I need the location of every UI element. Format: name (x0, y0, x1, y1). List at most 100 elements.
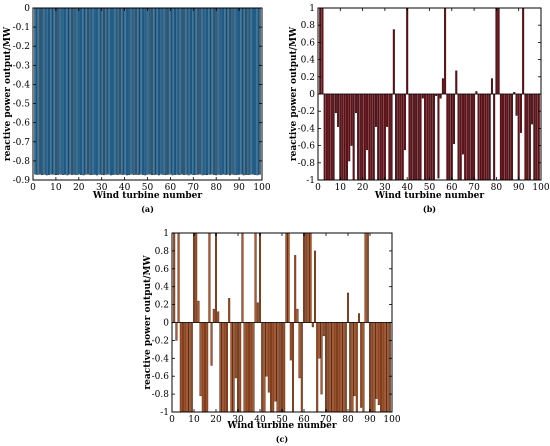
bar (300, 322, 303, 413)
bar (415, 93, 418, 181)
bar (102, 7, 105, 176)
y-tick-label: -0.4 (152, 354, 170, 364)
bar (287, 232, 290, 323)
bar (250, 322, 253, 413)
bar (162, 7, 165, 175)
bar (412, 93, 415, 181)
bar (212, 308, 215, 323)
y-tick-label: 0.2 (301, 73, 315, 83)
bar (160, 7, 163, 175)
bar (388, 322, 391, 413)
bar (203, 7, 206, 175)
bar (179, 322, 182, 413)
bar (397, 93, 400, 181)
y-tick-label: 0.8 (155, 247, 170, 257)
bar (528, 93, 531, 181)
x-tick-label: 60 (165, 183, 177, 193)
x-tick-label: 10 (188, 415, 200, 425)
bar (316, 322, 319, 413)
bar (499, 93, 502, 181)
bar (41, 7, 44, 176)
y-tick-label: -0.4 (13, 80, 31, 90)
bar (215, 7, 218, 176)
x-tick-label: 0 (315, 183, 321, 193)
bar (206, 7, 209, 176)
bar (337, 93, 340, 127)
bar (336, 322, 338, 413)
bar (224, 7, 227, 175)
bar (57, 7, 60, 175)
bar (334, 93, 337, 114)
bar (123, 7, 126, 175)
bar (215, 232, 217, 323)
x-tick-label: 40 (119, 183, 131, 193)
x-tick-label: 20 (357, 183, 369, 193)
bar (430, 93, 433, 181)
bar (444, 7, 447, 95)
bar (362, 322, 365, 413)
x-tick-label: 80 (342, 415, 354, 425)
bar (497, 7, 500, 95)
bar (533, 93, 536, 181)
bar (105, 7, 108, 175)
bar (342, 322, 345, 413)
bar (354, 93, 357, 114)
y-tick-label: -0.1 (13, 23, 30, 33)
bar (173, 232, 176, 323)
bar (182, 322, 184, 413)
bar (351, 322, 354, 413)
bar (61, 7, 64, 176)
x-tick-label: 50 (424, 183, 436, 193)
bar (249, 7, 252, 175)
bar (526, 93, 529, 181)
bar (239, 322, 242, 413)
bar (341, 93, 344, 181)
bar (331, 322, 334, 413)
bar (428, 93, 431, 181)
bar (190, 322, 193, 413)
bar (132, 7, 135, 175)
x-axis-label: Wind turbine number (92, 191, 203, 201)
y-tick-label: -0.6 (298, 142, 316, 152)
bar (453, 93, 456, 145)
bar (258, 7, 261, 175)
bar (75, 7, 78, 176)
bar (64, 7, 67, 175)
bar (332, 93, 335, 181)
bar (272, 322, 275, 413)
bar (141, 7, 144, 175)
bar (80, 7, 83, 175)
bar (303, 232, 305, 323)
bar (323, 93, 326, 181)
bar (352, 93, 355, 181)
bar (247, 7, 250, 176)
bar (193, 232, 195, 323)
bar (226, 7, 229, 175)
bar (517, 93, 520, 181)
bar (155, 7, 158, 175)
bar (311, 322, 314, 328)
y-tick-label: -0.8 (152, 390, 170, 400)
bar (441, 78, 444, 95)
bar (237, 322, 239, 413)
x-tick-label: 60 (298, 415, 310, 425)
bar (116, 7, 119, 176)
bar (361, 93, 364, 181)
x-tick-label: 20 (73, 183, 85, 193)
bar (432, 93, 435, 181)
bar (114, 7, 117, 175)
bar (355, 322, 358, 413)
panel-label: (c) (276, 434, 289, 444)
bar (188, 322, 191, 413)
bar (91, 7, 94, 175)
x-tick-label: 90 (364, 415, 376, 425)
bar (325, 93, 328, 181)
y-tick-label: 1 (163, 229, 169, 239)
y-tick-label: 0 (24, 4, 30, 14)
bar (148, 7, 151, 175)
bar (401, 93, 404, 181)
bar (167, 7, 170, 175)
bar (347, 292, 349, 323)
bar (48, 7, 51, 175)
bar (219, 7, 222, 176)
